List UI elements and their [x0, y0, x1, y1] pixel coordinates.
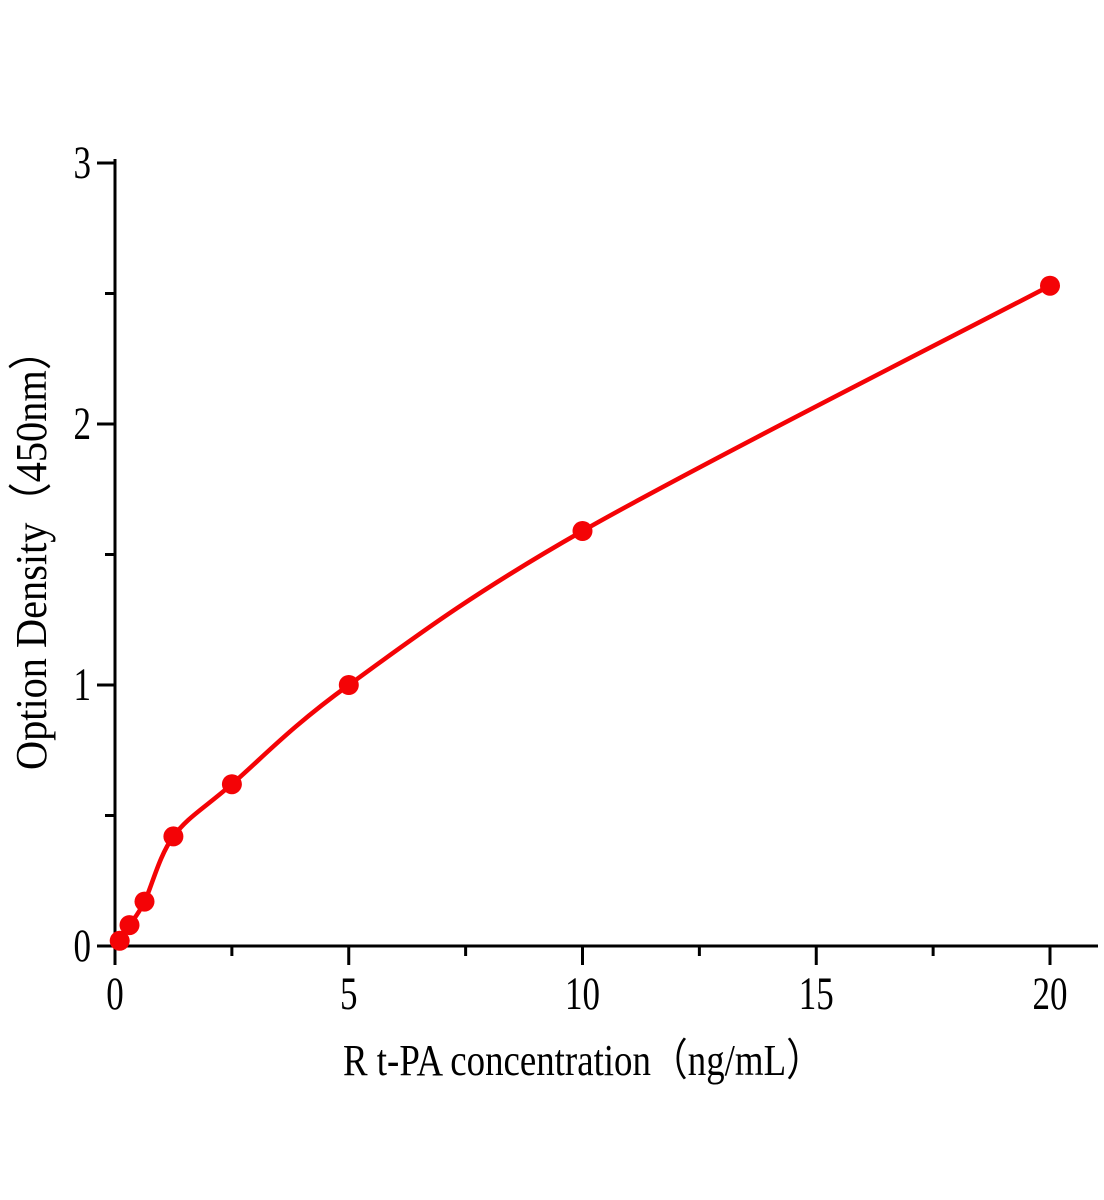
- data-point: [109, 930, 130, 951]
- y-tick-label: 1: [74, 659, 92, 711]
- data-point: [119, 915, 140, 936]
- y-tick-label: 2: [74, 398, 92, 450]
- x-tick-label: 0: [106, 968, 124, 1020]
- axis-ticks: [97, 161, 1052, 965]
- y-tick-label: 3: [74, 137, 92, 189]
- data-point: [163, 826, 184, 847]
- x-tick-label: 15: [799, 968, 834, 1020]
- data-point: [134, 891, 155, 912]
- data-point: [572, 521, 593, 541]
- data-point: [221, 774, 242, 795]
- y-axis-title: Option Density（450nm）: [7, 330, 56, 770]
- data-points: [109, 275, 1060, 951]
- fit-curve: [112, 283, 1053, 949]
- axes: [113, 159, 1098, 948]
- x-axis-title: R t-PA concentration（ng/mL）: [343, 1036, 823, 1085]
- data-point: [338, 675, 359, 695]
- x-tick-label: 10: [565, 968, 600, 1020]
- axis-tick-labels: 0 5 10 15 20 0 1 2 3: [74, 137, 1068, 1020]
- y-tick-label: 0: [74, 920, 92, 972]
- x-tick-label: 5: [340, 968, 358, 1020]
- x-tick-label: 20: [1033, 968, 1068, 1020]
- data-point: [1040, 275, 1060, 296]
